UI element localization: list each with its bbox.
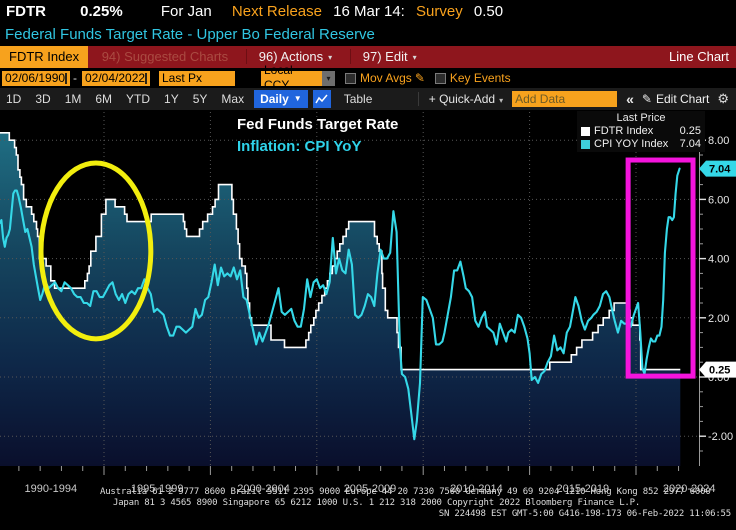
footer-copyright-line: Japan 81 3 4565 8900 Singapore 65 6212 1… (113, 498, 641, 508)
x-axis-label: 1995-1999 (131, 483, 184, 495)
annotation-rect (625, 157, 696, 379)
menu-edit[interactable]: 97) Edit ▾ (349, 49, 417, 64)
edit-chart-button[interactable]: Edit Chart (655, 92, 710, 106)
line-chart-icon (315, 94, 328, 103)
frequency-select[interactable]: Daily ▼ (254, 90, 308, 108)
y-axis-label: -2.00 (708, 431, 733, 443)
quote-header: FDTR 0.25% For Jan Next Release 16 Mar 1… (0, 0, 736, 23)
calendar-icon[interactable] (65, 72, 68, 84)
menu-actions-label: 96) Actions (258, 49, 324, 64)
legend-label: CPI YOY Index (594, 138, 669, 150)
key-events-label: Key Events (449, 71, 511, 85)
price-chart[interactable]: 8.006.004.002.000.00-2.000.257.041990-19… (0, 110, 736, 530)
frequency-label: Daily (260, 92, 289, 106)
gear-icon[interactable]: ⚙ (717, 91, 729, 106)
range-1d[interactable]: 1D (6, 92, 22, 106)
quick-add-label: + Quick-Add (428, 92, 496, 106)
menu-suggested-charts[interactable]: 94) Suggested Charts (101, 49, 229, 64)
ticker-symbol: FDTR (6, 3, 46, 20)
legend-item[interactable]: CPI YOY Index 7.04 (581, 138, 701, 150)
x-axis-label: 2010-2014 (450, 483, 503, 495)
fdtr-area-fill (0, 132, 681, 466)
range-ytd[interactable]: YTD (126, 92, 151, 106)
range-5y[interactable]: 5Y (192, 92, 208, 106)
last-price-badge-value: 7.04 (709, 164, 731, 176)
x-axis-label: 2000-2004 (237, 483, 290, 495)
x-axis-label: 2015-2019 (556, 483, 609, 495)
period-toolbar: 1D 3D 1M 6M YTD 1Y 5Y Max Daily ▼ Table +… (0, 88, 736, 110)
next-release-label: Next Release (231, 3, 322, 20)
x-axis-label: 1990-1994 (24, 483, 77, 495)
last-price-badge (699, 160, 736, 177)
last-price: 0.25% (80, 3, 123, 20)
menubar: FDTR Index 94) Suggested Charts 96) Acti… (0, 46, 736, 68)
legend-label: FDTR Index (594, 125, 654, 137)
chevron-down-icon: ▾ (326, 73, 331, 83)
chart-subtitle: Inflation: CPI YoY (237, 138, 362, 155)
range-1m[interactable]: 1M (64, 92, 82, 106)
last-price-badge (699, 361, 736, 378)
pencil-icon[interactable]: ✎ (414, 71, 425, 85)
chart-title: Fed Funds Target Rate (237, 116, 399, 133)
legend-item[interactable]: FDTR Index 0.25 (581, 125, 701, 137)
survey-value: 0.50 (473, 3, 504, 20)
menu-actions[interactable]: 96) Actions ▾ (245, 49, 333, 64)
cpi-line (0, 167, 681, 441)
date-to-value: 02/04/2022 (85, 70, 146, 85)
legend-value: 0.25 (679, 125, 701, 137)
menu-edit-label: 97) Edit (362, 49, 408, 64)
annotation-ellipse (38, 160, 154, 342)
chart-type-label: Line Chart (669, 49, 729, 64)
range-1y[interactable]: 1Y (164, 92, 179, 106)
chart-area: 8.00 6.00 4.00 2.00 0.00 -2.00 0.25 7.04 1990-19… (0, 110, 736, 530)
footer-terminal-line: SN 224498 EST GMT-5:00 G416-198-173 06-F… (438, 509, 731, 519)
y-axis-label: 8.00 (708, 135, 729, 147)
key-events-checkbox[interactable] (434, 72, 446, 84)
table-button[interactable]: Table (343, 92, 373, 106)
chevron-down-icon: ▾ (412, 53, 417, 62)
reference-period: For Jan (160, 3, 212, 20)
x-axis-label: 2020-2024 (663, 483, 716, 495)
chevron-down-icon: ▾ (499, 96, 504, 105)
legend-swatch (581, 126, 590, 136)
date-from-value: 02/06/1990 (5, 70, 66, 85)
chart-plot-group (0, 112, 699, 466)
y-axis-label: 6.00 (708, 194, 729, 206)
survey-label: Survey (416, 3, 463, 20)
add-data-input[interactable]: Add Data (512, 91, 618, 107)
footer-contact-line: Australia 61 2 9777 8600 Brazil 5511 239… (100, 487, 711, 497)
collapse-icon[interactable]: « (626, 91, 634, 107)
price-type-select[interactable]: Last Px (159, 70, 235, 86)
currency-dropdown-button[interactable]: ▾ (322, 70, 335, 86)
last-price-badge-value: 0.25 (709, 365, 730, 377)
legend-swatch (581, 139, 590, 149)
date-to-input[interactable]: 02/04/2022 (82, 70, 150, 86)
pencil-icon: ✎ (641, 92, 652, 106)
legend-header: Last Price (616, 112, 666, 124)
chevron-down-icon: ▾ (328, 53, 333, 62)
chevron-down-icon: ▼ (293, 94, 302, 103)
range-6m[interactable]: 6M (95, 92, 113, 106)
chart-legend: Last Price FDTR Index 0.25 CPI YOY Index 7.… (577, 111, 705, 152)
mov-avgs-label: Mov Avgs (360, 71, 412, 85)
currency-select[interactable]: Local CCY (261, 63, 322, 92)
date-from-input[interactable]: 02/06/1990 (2, 70, 70, 86)
security-tab[interactable]: FDTR Index (0, 46, 89, 68)
quick-add-button[interactable]: + Quick-Add ▾ (417, 92, 504, 106)
range-3d[interactable]: 3D (35, 92, 51, 106)
date-range-separator: - (73, 71, 77, 85)
range-max[interactable]: Max (221, 92, 245, 106)
x-axis-label: 2005-2009 (344, 483, 397, 495)
legend-items: FDTR Index 0.25 CPI YOY Index 7.04 (581, 125, 701, 150)
next-release-value: 16 Mar 14: (333, 3, 405, 20)
chart-toolbar: 02/06/1990 - 02/04/2022 Last Px Local CC… (0, 63, 736, 92)
calendar-icon[interactable] (145, 72, 148, 84)
mov-avgs-checkbox[interactable] (345, 72, 356, 84)
line-chart-icon-button[interactable] (312, 90, 331, 108)
y-axis-label: 2.00 (708, 313, 729, 325)
legend-value: 7.04 (679, 138, 701, 150)
y-axis-label: 4.00 (708, 254, 729, 266)
security-description: Federal Funds Target Rate - Upper Bo Fed… (5, 26, 375, 43)
